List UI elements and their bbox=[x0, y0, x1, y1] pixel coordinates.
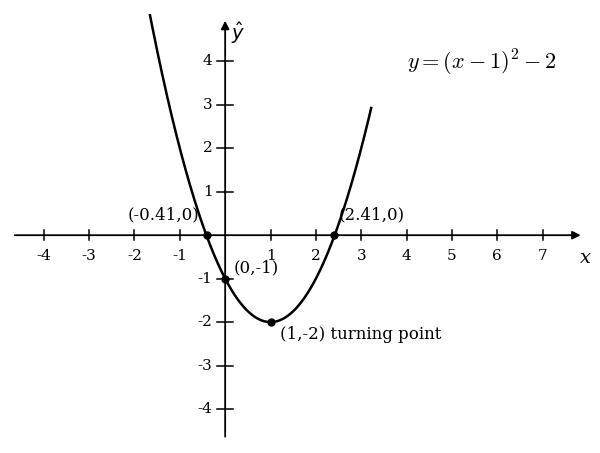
Text: 1: 1 bbox=[266, 249, 275, 263]
Text: -3: -3 bbox=[198, 358, 212, 372]
Text: 4: 4 bbox=[402, 249, 412, 263]
Text: -2: -2 bbox=[127, 249, 142, 263]
Text: (-0.41,0): (-0.41,0) bbox=[128, 206, 200, 223]
Text: $y = (x-1)^2 - 2$: $y = (x-1)^2 - 2$ bbox=[407, 48, 556, 78]
Text: (0,-1): (0,-1) bbox=[233, 260, 278, 276]
Text: 4: 4 bbox=[203, 54, 212, 68]
Text: 2: 2 bbox=[311, 249, 321, 263]
Text: 5: 5 bbox=[447, 249, 457, 263]
Text: (2.41,0): (2.41,0) bbox=[339, 206, 405, 223]
Text: -3: -3 bbox=[82, 249, 97, 263]
Text: x: x bbox=[580, 249, 591, 267]
Text: -4: -4 bbox=[197, 402, 212, 416]
Text: 2: 2 bbox=[203, 141, 212, 155]
Text: 1: 1 bbox=[203, 185, 212, 199]
Text: -1: -1 bbox=[197, 272, 212, 286]
Text: -1: -1 bbox=[172, 249, 187, 263]
Text: 3: 3 bbox=[203, 98, 212, 112]
Text: 7: 7 bbox=[538, 249, 547, 263]
Text: 3: 3 bbox=[356, 249, 366, 263]
Text: (1,-2) turning point: (1,-2) turning point bbox=[280, 326, 442, 342]
Text: -4: -4 bbox=[37, 249, 51, 263]
Text: $\hat{y}$: $\hat{y}$ bbox=[230, 20, 245, 46]
Text: 6: 6 bbox=[493, 249, 502, 263]
Text: -2: -2 bbox=[197, 315, 212, 329]
